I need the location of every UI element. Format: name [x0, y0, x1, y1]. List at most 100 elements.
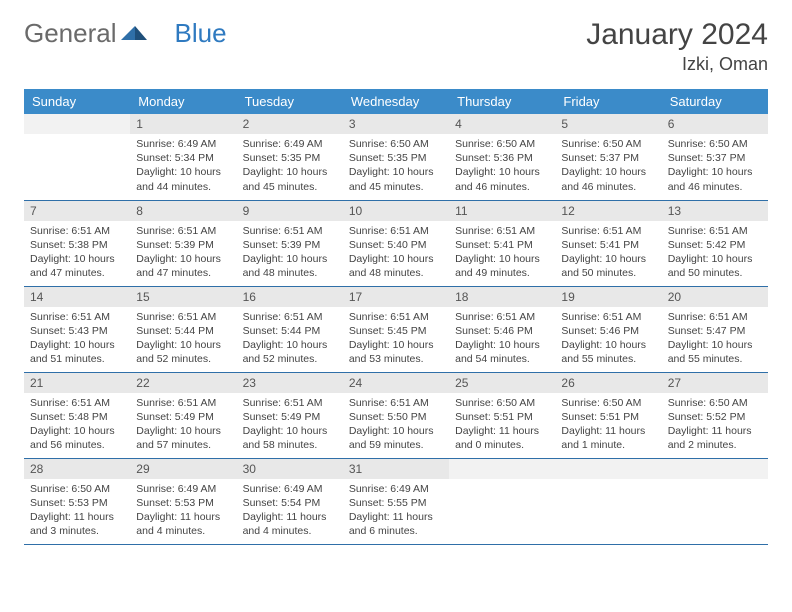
calendar-body: .1Sunrise: 6:49 AMSunset: 5:34 PMDayligh… [24, 114, 768, 544]
day-details: Sunrise: 6:50 AMSunset: 5:53 PMDaylight:… [24, 479, 130, 544]
calendar-cell: 6Sunrise: 6:50 AMSunset: 5:37 PMDaylight… [662, 114, 768, 200]
day-number: 23 [237, 373, 343, 393]
day-details: Sunrise: 6:51 AMSunset: 5:38 PMDaylight:… [24, 221, 130, 286]
calendar-cell: 18Sunrise: 6:51 AMSunset: 5:46 PMDayligh… [449, 286, 555, 372]
day-details: Sunrise: 6:51 AMSunset: 5:39 PMDaylight:… [237, 221, 343, 286]
day-number: 26 [555, 373, 661, 393]
day-header: Monday [130, 89, 236, 114]
day-details: Sunrise: 6:51 AMSunset: 5:49 PMDaylight:… [237, 393, 343, 458]
day-details: Sunrise: 6:51 AMSunset: 5:40 PMDaylight:… [343, 221, 449, 286]
calendar-cell: 12Sunrise: 6:51 AMSunset: 5:41 PMDayligh… [555, 200, 661, 286]
calendar-cell: 21Sunrise: 6:51 AMSunset: 5:48 PMDayligh… [24, 372, 130, 458]
logo: General Blue [24, 18, 227, 49]
calendar-cell: 24Sunrise: 6:51 AMSunset: 5:50 PMDayligh… [343, 372, 449, 458]
day-details: Sunrise: 6:49 AMSunset: 5:54 PMDaylight:… [237, 479, 343, 544]
day-number: 29 [130, 459, 236, 479]
logo-text-general: General [24, 18, 117, 49]
calendar-cell: 19Sunrise: 6:51 AMSunset: 5:46 PMDayligh… [555, 286, 661, 372]
title-block: January 2024 Izki, Oman [586, 18, 768, 75]
day-number: 16 [237, 287, 343, 307]
day-details: Sunrise: 6:49 AMSunset: 5:35 PMDaylight:… [237, 134, 343, 199]
calendar-cell: . [24, 114, 130, 200]
calendar-cell: 25Sunrise: 6:50 AMSunset: 5:51 PMDayligh… [449, 372, 555, 458]
day-number: 30 [237, 459, 343, 479]
day-header: Wednesday [343, 89, 449, 114]
day-details: Sunrise: 6:51 AMSunset: 5:50 PMDaylight:… [343, 393, 449, 458]
calendar-cell: 14Sunrise: 6:51 AMSunset: 5:43 PMDayligh… [24, 286, 130, 372]
day-details: Sunrise: 6:50 AMSunset: 5:35 PMDaylight:… [343, 134, 449, 199]
calendar-cell: 28Sunrise: 6:50 AMSunset: 5:53 PMDayligh… [24, 458, 130, 544]
day-details: Sunrise: 6:51 AMSunset: 5:49 PMDaylight:… [130, 393, 236, 458]
day-details: Sunrise: 6:51 AMSunset: 5:45 PMDaylight:… [343, 307, 449, 372]
day-details: Sunrise: 6:49 AMSunset: 5:55 PMDaylight:… [343, 479, 449, 544]
calendar-cell: 17Sunrise: 6:51 AMSunset: 5:45 PMDayligh… [343, 286, 449, 372]
day-number: 19 [555, 287, 661, 307]
calendar-cell: 23Sunrise: 6:51 AMSunset: 5:49 PMDayligh… [237, 372, 343, 458]
calendar: SundayMondayTuesdayWednesdayThursdayFrid… [24, 89, 768, 545]
day-details: Sunrise: 6:51 AMSunset: 5:46 PMDaylight:… [555, 307, 661, 372]
day-number: 22 [130, 373, 236, 393]
day-number: 5 [555, 114, 661, 134]
calendar-cell: 29Sunrise: 6:49 AMSunset: 5:53 PMDayligh… [130, 458, 236, 544]
day-number: 9 [237, 201, 343, 221]
calendar-cell: 5Sunrise: 6:50 AMSunset: 5:37 PMDaylight… [555, 114, 661, 200]
calendar-cell: 10Sunrise: 6:51 AMSunset: 5:40 PMDayligh… [343, 200, 449, 286]
day-number: 4 [449, 114, 555, 134]
calendar-head: SundayMondayTuesdayWednesdayThursdayFrid… [24, 89, 768, 114]
logo-icon [121, 18, 147, 49]
day-details: Sunrise: 6:51 AMSunset: 5:41 PMDaylight:… [449, 221, 555, 286]
day-number: 17 [343, 287, 449, 307]
calendar-cell: 9Sunrise: 6:51 AMSunset: 5:39 PMDaylight… [237, 200, 343, 286]
header: General Blue January 2024 Izki, Oman [24, 18, 768, 75]
calendar-cell: 7Sunrise: 6:51 AMSunset: 5:38 PMDaylight… [24, 200, 130, 286]
day-details: Sunrise: 6:50 AMSunset: 5:51 PMDaylight:… [555, 393, 661, 458]
calendar-cell: 22Sunrise: 6:51 AMSunset: 5:49 PMDayligh… [130, 372, 236, 458]
location: Izki, Oman [586, 54, 768, 75]
calendar-cell: 13Sunrise: 6:51 AMSunset: 5:42 PMDayligh… [662, 200, 768, 286]
day-number: 27 [662, 373, 768, 393]
day-number: 1 [130, 114, 236, 134]
calendar-cell: 15Sunrise: 6:51 AMSunset: 5:44 PMDayligh… [130, 286, 236, 372]
day-details: Sunrise: 6:49 AMSunset: 5:53 PMDaylight:… [130, 479, 236, 544]
day-number: 10 [343, 201, 449, 221]
day-details: Sunrise: 6:51 AMSunset: 5:48 PMDaylight:… [24, 393, 130, 458]
day-details: Sunrise: 6:51 AMSunset: 5:46 PMDaylight:… [449, 307, 555, 372]
day-details: Sunrise: 6:51 AMSunset: 5:44 PMDaylight:… [237, 307, 343, 372]
day-number: 3 [343, 114, 449, 134]
day-details: Sunrise: 6:51 AMSunset: 5:41 PMDaylight:… [555, 221, 661, 286]
day-details: Sunrise: 6:50 AMSunset: 5:52 PMDaylight:… [662, 393, 768, 458]
day-details: Sunrise: 6:51 AMSunset: 5:47 PMDaylight:… [662, 307, 768, 372]
day-number: 11 [449, 201, 555, 221]
day-details: Sunrise: 6:51 AMSunset: 5:44 PMDaylight:… [130, 307, 236, 372]
calendar-cell: 3Sunrise: 6:50 AMSunset: 5:35 PMDaylight… [343, 114, 449, 200]
day-number: 13 [662, 201, 768, 221]
day-number: 8 [130, 201, 236, 221]
day-details: Sunrise: 6:51 AMSunset: 5:42 PMDaylight:… [662, 221, 768, 286]
calendar-cell: 31Sunrise: 6:49 AMSunset: 5:55 PMDayligh… [343, 458, 449, 544]
day-number: 25 [449, 373, 555, 393]
calendar-cell: 11Sunrise: 6:51 AMSunset: 5:41 PMDayligh… [449, 200, 555, 286]
calendar-cell: . [555, 458, 661, 544]
day-number: 28 [24, 459, 130, 479]
day-details: Sunrise: 6:51 AMSunset: 5:39 PMDaylight:… [130, 221, 236, 286]
calendar-cell: 16Sunrise: 6:51 AMSunset: 5:44 PMDayligh… [237, 286, 343, 372]
day-number: 20 [662, 287, 768, 307]
day-number: 18 [449, 287, 555, 307]
day-header: Tuesday [237, 89, 343, 114]
day-number: 24 [343, 373, 449, 393]
day-number: 14 [24, 287, 130, 307]
day-details: Sunrise: 6:51 AMSunset: 5:43 PMDaylight:… [24, 307, 130, 372]
day-header: Sunday [24, 89, 130, 114]
day-number: 21 [24, 373, 130, 393]
day-details: Sunrise: 6:50 AMSunset: 5:37 PMDaylight:… [555, 134, 661, 199]
day-header: Friday [555, 89, 661, 114]
month-title: January 2024 [586, 18, 768, 52]
calendar-cell: . [449, 458, 555, 544]
calendar-cell: . [662, 458, 768, 544]
calendar-cell: 20Sunrise: 6:51 AMSunset: 5:47 PMDayligh… [662, 286, 768, 372]
day-number: 2 [237, 114, 343, 134]
day-details: Sunrise: 6:49 AMSunset: 5:34 PMDaylight:… [130, 134, 236, 199]
day-details: Sunrise: 6:50 AMSunset: 5:37 PMDaylight:… [662, 134, 768, 199]
day-number: 6 [662, 114, 768, 134]
day-header: Thursday [449, 89, 555, 114]
